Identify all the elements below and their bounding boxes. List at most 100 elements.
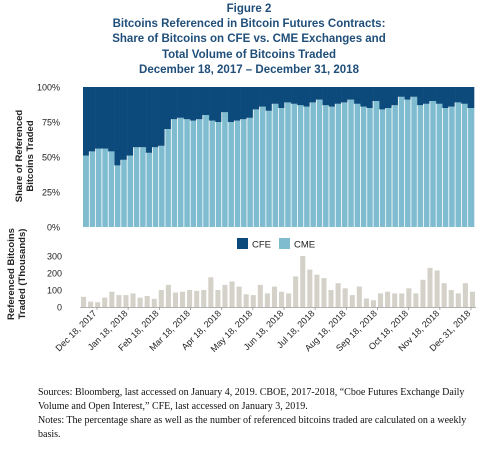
- chart-title-block: Figure 2 Bitcoins Referenced in Bitcoin …: [0, 2, 498, 78]
- cfe-share-bar: [83, 87, 90, 156]
- volume-bar: [229, 281, 235, 307]
- volume-bar: [201, 290, 207, 307]
- cme-share-bar: [196, 119, 204, 227]
- volume-bar: [441, 283, 447, 307]
- cfe-share-bar: [291, 87, 298, 104]
- cfe-share-bar: [146, 87, 153, 153]
- volume-bar: [321, 278, 327, 307]
- cme-share-bar: [354, 103, 361, 227]
- cfe-share-bar: [404, 87, 412, 100]
- cme-share-bar: [152, 147, 159, 227]
- cfe-share-bar: [164, 87, 172, 129]
- cme-share-bar: [455, 102, 462, 227]
- cme-share-bar: [228, 122, 235, 227]
- cme-share-bar: [127, 155, 134, 227]
- cfe-share-bar: [95, 87, 103, 149]
- title-line-1: Bitcoins Referenced in Bitcoin Futures C…: [112, 18, 386, 31]
- cfe-share-bar: [366, 87, 374, 108]
- cme-share-bar: [385, 108, 393, 227]
- volume-bar: [469, 291, 476, 307]
- volume-bar: [165, 284, 171, 307]
- cme-share-bar: [335, 103, 342, 227]
- cme-share-bar: [83, 155, 90, 227]
- cfe-share-bar: [202, 87, 210, 115]
- volume-y-axis-label-line1: Referenced Bitcoins: [6, 228, 17, 320]
- cme-share-bar: [89, 151, 96, 227]
- volume-bar: [370, 300, 377, 307]
- cme-share-bar: [429, 101, 437, 227]
- cfe-share-bar: [455, 87, 462, 103]
- volume-bar: [356, 286, 362, 307]
- legend-label-cme: CME: [294, 240, 315, 251]
- cme-share-bar: [398, 96, 405, 227]
- volume-bar: [88, 301, 94, 307]
- cfe-share-bar: [347, 87, 355, 100]
- cme-share-bar: [423, 103, 431, 227]
- cfe-share-bar: [429, 87, 437, 101]
- cme-share-bar: [392, 105, 399, 227]
- cfe-share-bar: [259, 87, 267, 107]
- cme-share-bar: [202, 115, 210, 227]
- volume-bar: [349, 295, 355, 307]
- share-y-tick-label: 100%: [37, 83, 60, 93]
- cme-share-bar: [215, 122, 223, 227]
- volume-bar: [335, 283, 341, 307]
- chart-canvas: 0% 25% 50% 75% 100% Share of Referenced Bitcoi…: [6, 83, 476, 354]
- volume-bar: [194, 290, 200, 307]
- cme-share-bar: [146, 152, 153, 227]
- volume-bar: [342, 288, 348, 307]
- cme-share-bar: [164, 129, 172, 227]
- cfe-share-bar: [303, 87, 311, 107]
- volume-bar: [307, 269, 313, 307]
- cme-share-bar: [133, 147, 141, 227]
- cfe-share-bar: [120, 87, 128, 160]
- volume-bar: [462, 283, 468, 307]
- cme-share-bar: [120, 159, 128, 227]
- cfe-share-bar: [335, 87, 342, 104]
- cfe-share-bar: [467, 87, 475, 108]
- cme-share-bar: [448, 106, 456, 227]
- title-line-2: Share of Bitcoins on CFE vs. CME Exchang…: [112, 33, 386, 46]
- cme-share-bar: [95, 148, 103, 227]
- volume-bar: [385, 291, 391, 307]
- legend-label-cfe: CFE: [252, 240, 271, 251]
- volume-bar: [264, 293, 270, 307]
- volume-bar: [406, 288, 412, 307]
- share-y-tick-label: 0%: [47, 223, 60, 233]
- cfe-share-bar: [423, 87, 431, 104]
- volume-bar: [427, 267, 433, 307]
- volume-bar: [116, 295, 122, 307]
- cfe-share-bar: [417, 87, 424, 106]
- cme-share-bar: [259, 106, 267, 227]
- volume-bar: [179, 291, 186, 307]
- cme-share-bar: [410, 96, 418, 227]
- volume-bar: [286, 293, 292, 307]
- cfe-share-bar: [360, 87, 368, 107]
- cme-share-bar: [272, 103, 279, 227]
- cfe-share-bar: [436, 87, 443, 104]
- cme-share-bar: [341, 102, 349, 227]
- cfe-share-bar: [246, 87, 254, 118]
- method-note: Notes: The percentage share as well as t…: [38, 415, 467, 440]
- volume-bar: [420, 279, 426, 307]
- cfe-share-bar: [114, 87, 122, 166]
- cme-share-bar: [328, 106, 336, 227]
- cme-share-bar: [158, 145, 166, 227]
- cfe-share-bar: [89, 87, 96, 152]
- volume-bar: [95, 302, 101, 307]
- volume-bar: [413, 293, 419, 307]
- volume-bar: [208, 277, 214, 307]
- cme-share-bar: [379, 109, 387, 227]
- cfe-share-bar: [410, 87, 418, 97]
- title-line-4: December 18, 2017 – December 31, 2018: [139, 63, 359, 76]
- cfe-share-bar: [221, 87, 229, 113]
- cme-share-bar: [221, 112, 229, 227]
- volume-bar: [243, 294, 249, 307]
- cfe-share-bar: [322, 87, 330, 106]
- cme-share-bar: [467, 108, 475, 227]
- volume-bar: [102, 297, 108, 307]
- cfe-share-bar: [183, 87, 191, 120]
- cme-share-bar: [461, 103, 468, 227]
- cme-share-bar: [253, 109, 260, 227]
- cfe-share-bar: [448, 87, 456, 107]
